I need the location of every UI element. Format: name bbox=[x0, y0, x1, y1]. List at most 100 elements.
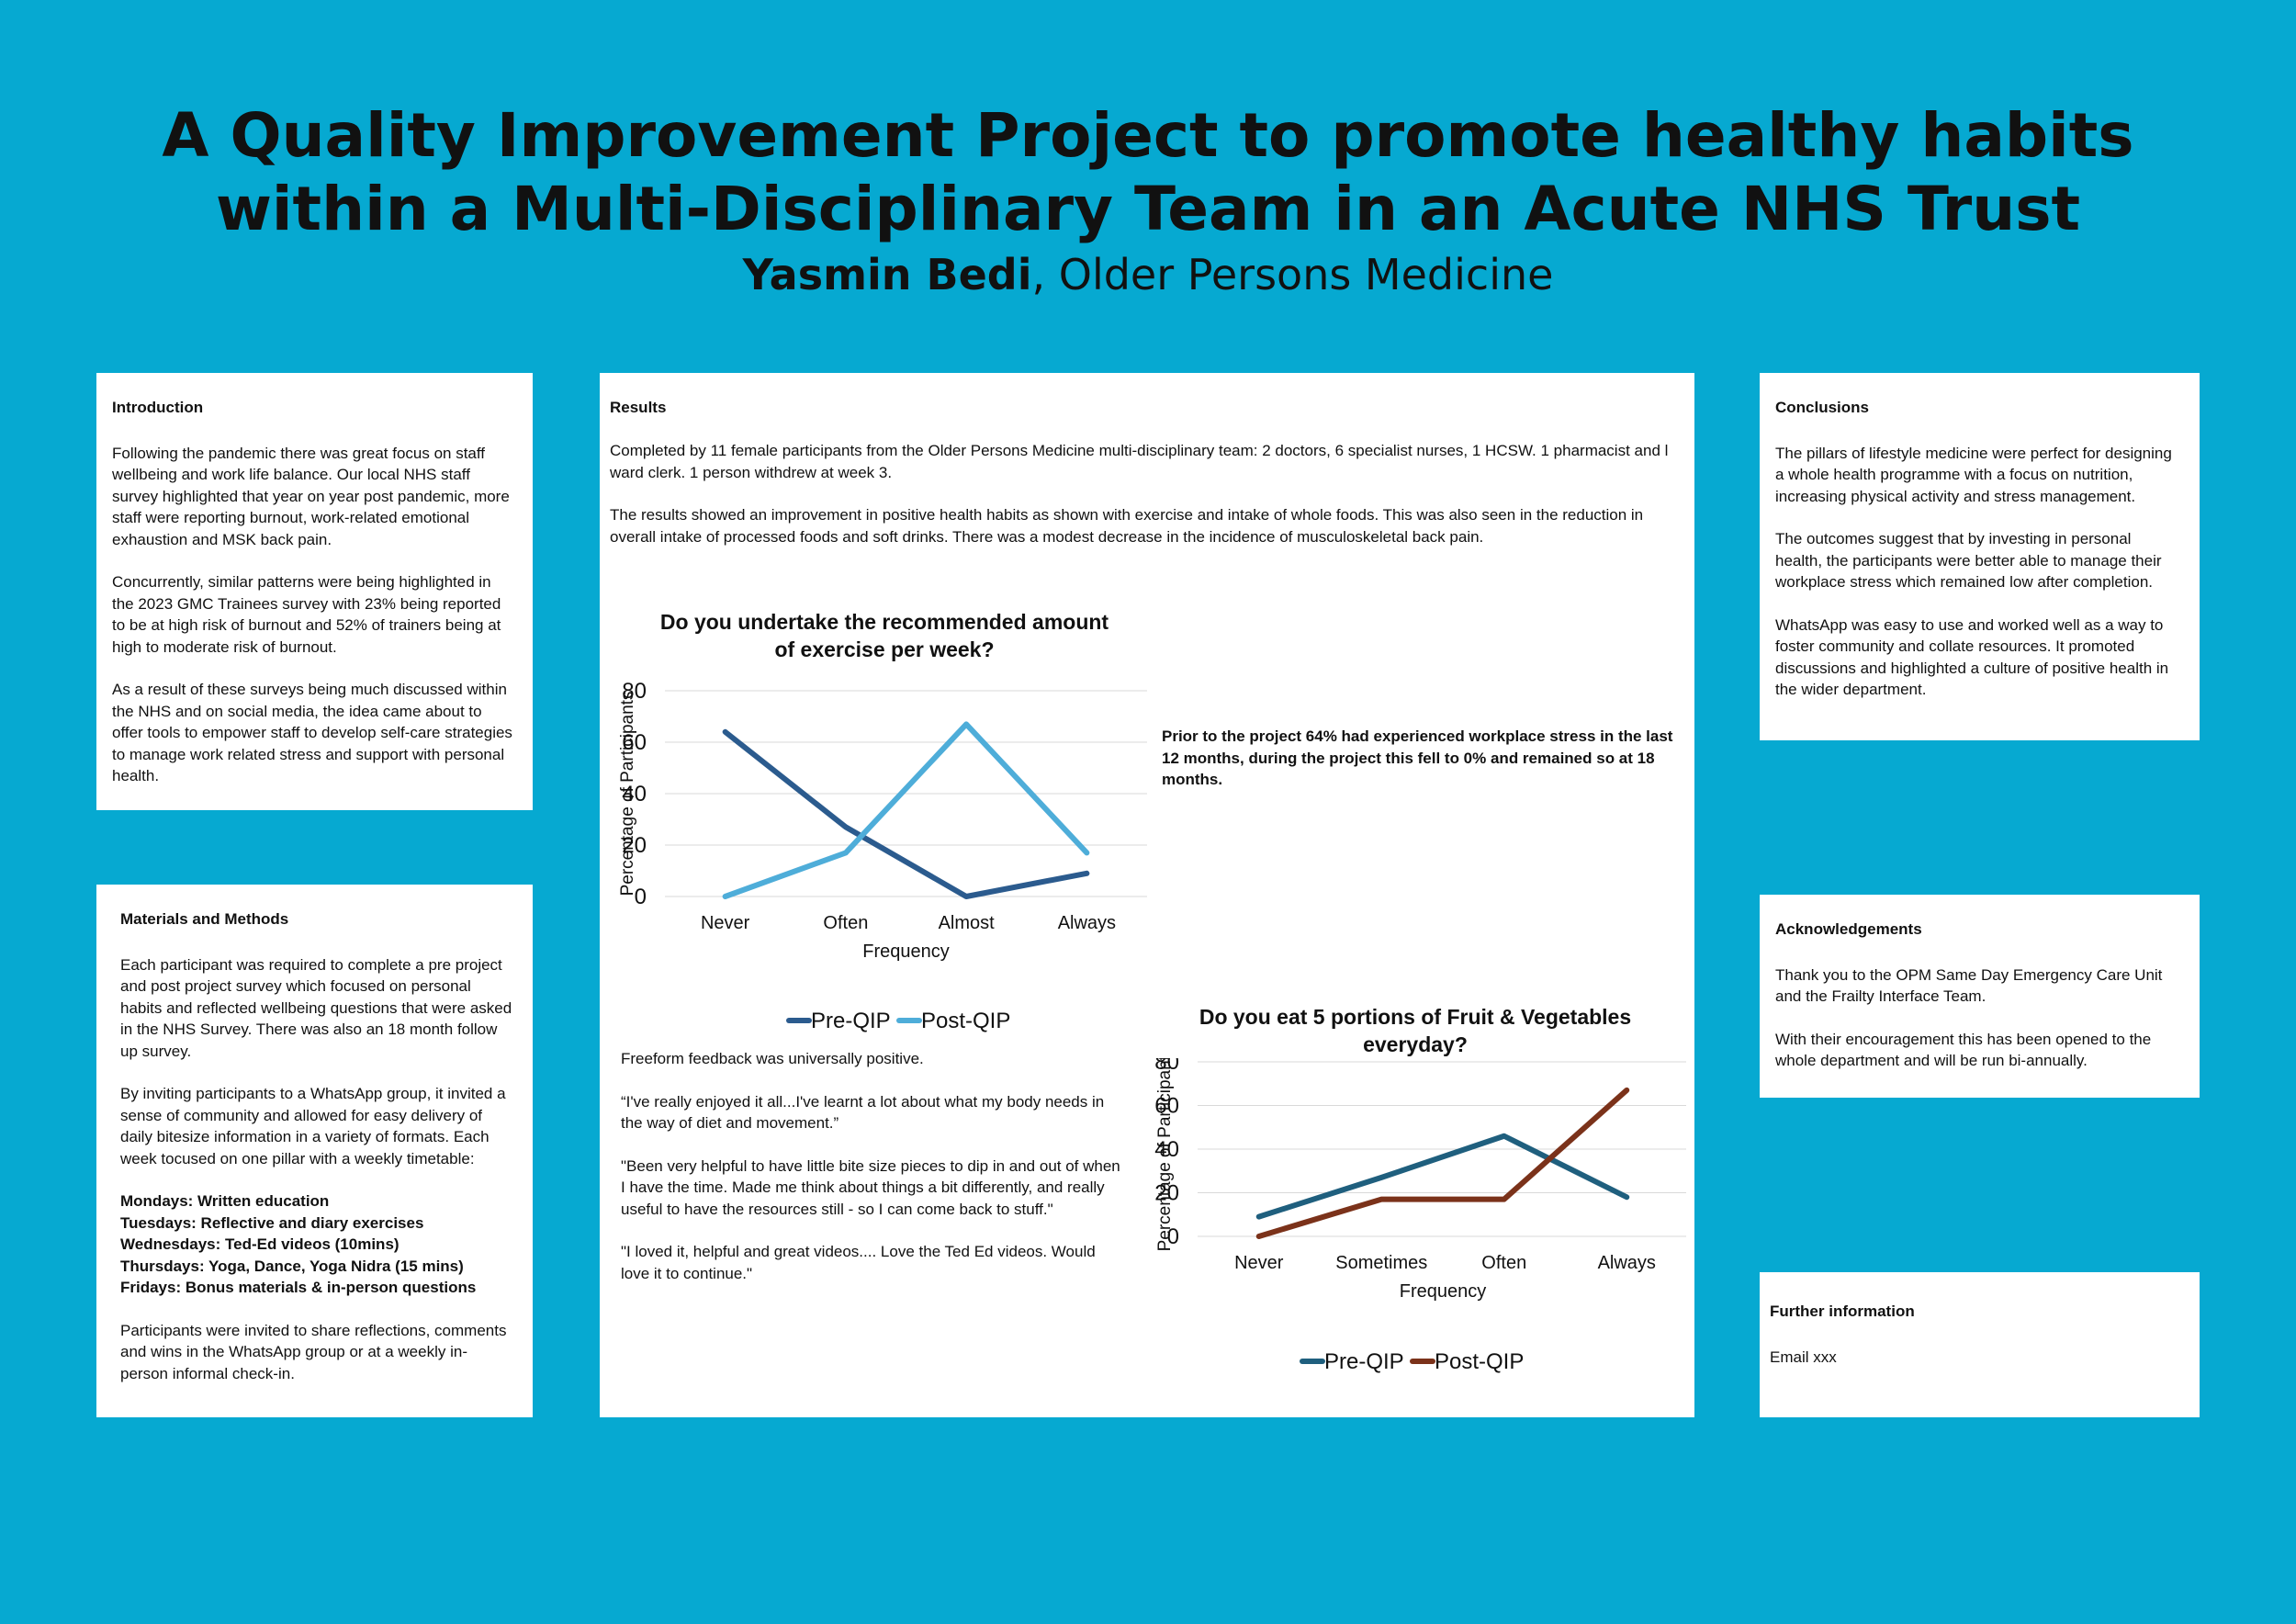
exercise-chart-title: Do you undertake the recommended amount … bbox=[607, 608, 1162, 663]
chart-title-line: Do you undertake the recommended amount bbox=[659, 610, 1109, 634]
series-line-pre-qip bbox=[722, 728, 1090, 899]
y-tick-label: 20 bbox=[1154, 1181, 1179, 1206]
data-point bbox=[723, 729, 727, 734]
acknowledgements-paragraph-2: With their encouragement this has been o… bbox=[1775, 1030, 2152, 1070]
data-point bbox=[1625, 1088, 1629, 1092]
methods-paragraph-3: Participants were invited to share refle… bbox=[120, 1321, 507, 1382]
data-point bbox=[1085, 851, 1089, 855]
x-axis-label: Frequency bbox=[862, 942, 950, 962]
results-panel: Results Completed by 11 female participa… bbox=[600, 373, 1694, 1417]
y-tick-label: 20 bbox=[622, 833, 647, 858]
x-tick-label: Always bbox=[1598, 1253, 1656, 1273]
y-tick-label: 0 bbox=[1167, 1224, 1179, 1249]
title-line-1: A Quality Improvement Project to promote… bbox=[162, 100, 2134, 171]
timetable-item: Thursdays: Yoga, Dance, Yoga Nidra (15 m… bbox=[120, 1257, 464, 1275]
y-tick-label: 40 bbox=[1154, 1137, 1179, 1162]
y-tick-label: 80 bbox=[622, 679, 647, 704]
x-tick-label: Never bbox=[701, 913, 750, 933]
methods-panel: Materials and Methods Each participant w… bbox=[96, 885, 533, 1417]
feedback-quote-3: "I loved it, helpful and great videos...… bbox=[621, 1243, 1096, 1282]
conclusions-paragraph-1: The pillars of lifestyle medicine were p… bbox=[1775, 444, 2172, 505]
exercise-chart-plot: 0 20 40 60 80 Never Often Almost Always Frequency… bbox=[618, 679, 1147, 1033]
legend-label: Pre-QIP bbox=[811, 1009, 891, 1033]
y-tick-label: 60 bbox=[1154, 1094, 1179, 1119]
y-tick-label: 0 bbox=[635, 885, 647, 909]
results-paragraph-1: Completed by 11 female participants from… bbox=[610, 442, 1669, 481]
data-point bbox=[843, 851, 848, 855]
timetable-item: Mondays: Written education bbox=[120, 1192, 330, 1210]
x-tick-label: Never bbox=[1234, 1253, 1284, 1273]
feedback-intro: Freeform feedback was universally positi… bbox=[621, 1050, 924, 1067]
data-point bbox=[1256, 1235, 1261, 1238]
data-point bbox=[964, 895, 969, 898]
conclusions-panel: Conclusions The pillars of lifestyle med… bbox=[1760, 373, 2200, 740]
exercise-chart: Do you undertake the recommended amount … bbox=[607, 608, 1162, 1040]
data-point bbox=[1085, 871, 1089, 875]
y-axis-label: Percentage of Participants bbox=[618, 692, 637, 897]
acknowledgements-paragraph-1: Thank you to the OPM Same Day Emergency … bbox=[1775, 965, 2163, 1006]
data-point bbox=[1502, 1197, 1506, 1201]
introduction-paragraph-2: Concurrently, similar patterns were bein… bbox=[112, 573, 501, 656]
further-info-heading: Further information bbox=[1770, 1303, 1915, 1320]
timetable-item: Fridays: Bonus materials & in-person que… bbox=[120, 1279, 477, 1296]
introduction-heading: Introduction bbox=[112, 399, 204, 416]
legend-label: Post-QIP bbox=[921, 1009, 1010, 1033]
y-tick-label: 60 bbox=[622, 730, 647, 755]
series-line-post-qip bbox=[1255, 1087, 1630, 1239]
author-affiliation: , Older Persons Medicine bbox=[1031, 250, 1554, 299]
methods-paragraph-1: Each participant was required to complet… bbox=[120, 955, 512, 1060]
data-point bbox=[1502, 1133, 1506, 1138]
y-axis-label: Percentage of Participants bbox=[1155, 1058, 1175, 1251]
conclusions-paragraph-3: WhatsApp was easy to use and worked well… bbox=[1775, 615, 2169, 699]
conclusions-paragraph-2: The outcomes suggest that by investing i… bbox=[1775, 530, 2162, 591]
x-tick-label: Sometimes bbox=[1335, 1253, 1427, 1273]
introduction-panel: Introduction Following the pandemic ther… bbox=[96, 373, 533, 810]
series-line-post-qip bbox=[722, 721, 1090, 899]
results-paragraph-2: The results showed an improvement in pos… bbox=[610, 506, 1644, 546]
feedback-section: Freeform feedback was universally positi… bbox=[621, 1048, 1128, 1305]
acknowledgements-panel: Acknowledgements Thank you to the OPM Sa… bbox=[1760, 895, 2200, 1098]
feedback-quote-1: “I've really enjoyed it all...I've learn… bbox=[621, 1092, 1105, 1133]
x-tick-label: Almost bbox=[939, 913, 996, 933]
results-heading: Results bbox=[610, 399, 667, 416]
y-tick-label: 40 bbox=[622, 782, 647, 806]
data-point bbox=[1625, 1195, 1629, 1200]
contact-email: Email xxx bbox=[1770, 1348, 1837, 1366]
data-point bbox=[843, 825, 848, 829]
data-point bbox=[1256, 1214, 1261, 1219]
poster-title: A Quality Improvement Project to promote… bbox=[0, 99, 2296, 246]
fruit-veg-chart-title: Do you eat 5 portions of Fruit & Vegetab… bbox=[1144, 1003, 1686, 1058]
data-point bbox=[723, 895, 727, 898]
data-point bbox=[964, 722, 969, 727]
chart-title-line: Do you eat 5 portions of Fruit & Vegetab… bbox=[1199, 1005, 1632, 1029]
title-line-2: within a Multi-Disciplinary Team in an A… bbox=[215, 174, 2081, 244]
methods-paragraph-2: By inviting participants to a WhatsApp g… bbox=[120, 1085, 506, 1167]
fruit-veg-chart-plot: 0 20 40 60 80 Never Sometimes Often Always Freque… bbox=[1154, 1058, 1686, 1374]
timetable-item: Tuesdays: Reflective and diary exercises bbox=[120, 1213, 424, 1232]
stress-note: Prior to the project 64% had experienced… bbox=[1162, 727, 1673, 788]
feedback-quote-2: "Been very helpful to have little bite s… bbox=[621, 1156, 1120, 1218]
poster-subtitle: Yasmin Bedi, Older Persons Medicine bbox=[0, 250, 2296, 299]
x-tick-label: Always bbox=[1058, 913, 1116, 933]
y-tick-label: 80 bbox=[1154, 1058, 1179, 1075]
data-point bbox=[1379, 1175, 1384, 1179]
x-axis-label: Frequency bbox=[1400, 1281, 1487, 1302]
weekly-timetable: Mondays: Written education Tuesdays: Ref… bbox=[120, 1190, 514, 1299]
further-info-panel: Further information Email xxx bbox=[1760, 1272, 2200, 1417]
introduction-paragraph-1: Following the pandemic there was great f… bbox=[112, 444, 510, 548]
legend-label: Post-QIP bbox=[1435, 1349, 1524, 1374]
x-tick-label: Often bbox=[823, 913, 868, 933]
data-point bbox=[1379, 1197, 1384, 1201]
x-tick-label: Often bbox=[1481, 1253, 1526, 1273]
chart-title-line: everyday? bbox=[1363, 1032, 1468, 1056]
acknowledgements-heading: Acknowledgements bbox=[1775, 920, 1922, 938]
timetable-item: Wednesdays: Ted-Ed videos (10mins) bbox=[120, 1235, 400, 1253]
legend-label: Pre-QIP bbox=[1324, 1349, 1404, 1374]
chart-title-line: of exercise per week? bbox=[774, 637, 995, 661]
introduction-paragraph-3: As a result of these surveys being much … bbox=[112, 681, 512, 784]
author-name: Yasmin Bedi bbox=[742, 250, 1032, 299]
series-line-pre-qip bbox=[1255, 1133, 1630, 1220]
fruit-veg-chart: Do you eat 5 portions of Fruit & Vegetab… bbox=[1144, 1003, 1686, 1416]
conclusions-heading: Conclusions bbox=[1775, 399, 1870, 416]
methods-heading: Materials and Methods bbox=[120, 910, 289, 928]
